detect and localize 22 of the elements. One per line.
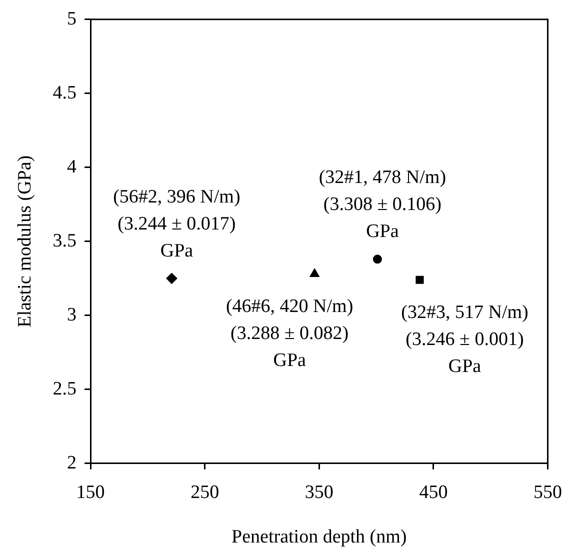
point: [310, 268, 320, 277]
x-axis-title: Penetration depth (nm): [232, 526, 407, 548]
annotation: (56#2, 396 N/m) (3.244 ± 0.017) GPa: [113, 186, 240, 262]
annotation: (32#3, 517 N/m) (3.246 ± 0.001) GPa: [401, 302, 528, 377]
y-axis-title: Elastic modulus (GPa): [14, 155, 36, 328]
x-tick-label: 350: [304, 482, 334, 503]
point: [416, 276, 424, 284]
x-tick-label: 450: [419, 482, 448, 503]
y-tick-label: 4: [67, 156, 78, 178]
annotation: (46#6, 420 N/m) (3.288 ± 0.082) GPa: [226, 296, 354, 371]
point: [372, 254, 382, 264]
y-tick-label: 3.5: [52, 230, 77, 252]
y-tick-label: 5: [67, 8, 77, 30]
x-tick-label: 550: [534, 482, 562, 503]
annotation: (32#1, 478 N/m) (3.308 ± 0.106) GPa: [318, 167, 446, 242]
x-tick-label: 250: [190, 482, 220, 503]
point: [166, 272, 178, 284]
y-tick-label: 4.5: [52, 82, 77, 104]
y-tick-label: 2.5: [52, 378, 77, 400]
x-tick-label: 150: [76, 482, 105, 503]
y-tick-label: 2: [67, 452, 77, 474]
y-tick-label: 3: [67, 304, 77, 326]
